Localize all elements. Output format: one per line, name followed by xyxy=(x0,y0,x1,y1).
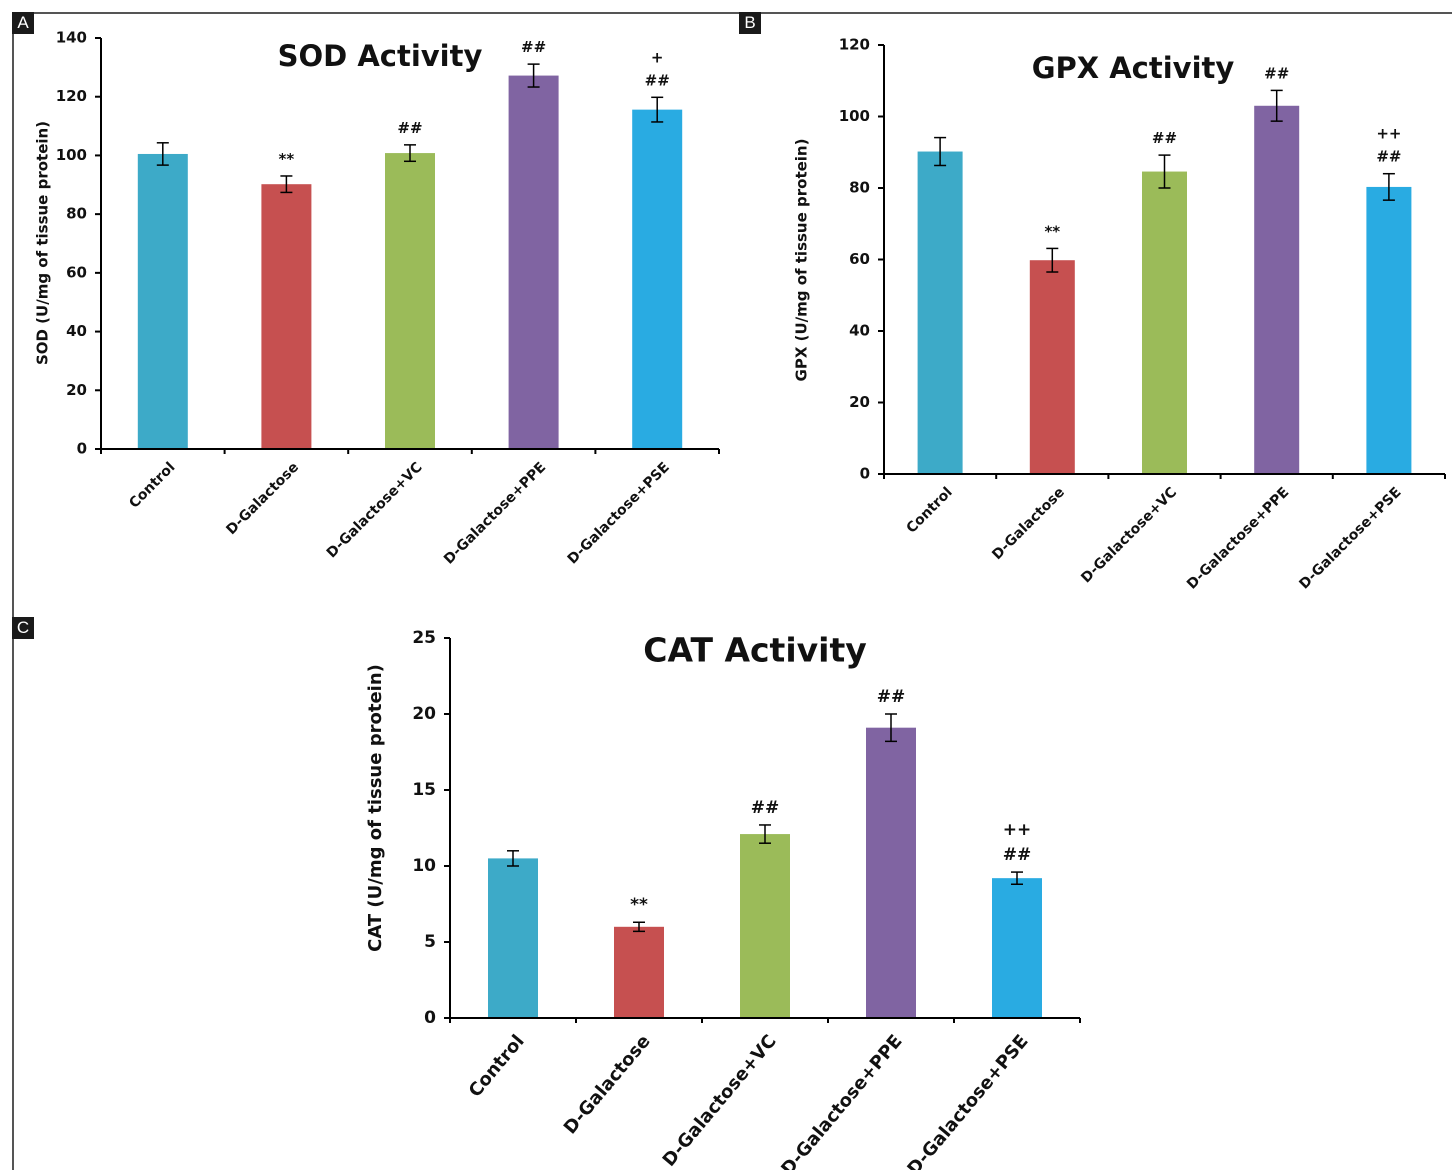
top-border xyxy=(12,12,1452,14)
cat-bar-d-galactose-ppe xyxy=(866,727,916,1018)
sod-significance-d-galactose-ppe-0: ## xyxy=(521,38,546,56)
left-border xyxy=(12,12,14,1170)
cat-significance-d-galactose-pse-0: ++ xyxy=(1003,820,1032,840)
sod-chart-title: SOD Activity xyxy=(278,39,483,73)
gpx-significance-d-galactose-ppe-0: ## xyxy=(1264,64,1289,82)
gpx-chart-title: GPX Activity xyxy=(1032,51,1235,85)
sod-significance-d-galactose-0: ** xyxy=(279,150,295,168)
gpx-y-tick-label: 40 xyxy=(849,322,870,340)
sod-bar-d-galactose-pse xyxy=(632,109,683,449)
gpx-bar-d-galactose xyxy=(1029,260,1075,474)
sod-category-label-d-galactose-vc: D-Galactose+VC xyxy=(324,459,426,561)
sod-category-label-control: Control xyxy=(126,459,178,511)
gpx-bar-d-galactose-vc xyxy=(1142,171,1187,474)
sod-y-tick-label: 140 xyxy=(56,29,87,47)
cat-y-tick-label: 0 xyxy=(424,1008,436,1028)
sod-bar-control xyxy=(137,153,188,450)
gpx-significance-d-galactose-pse-0: ++ xyxy=(1376,125,1401,143)
sod-category-label-d-galactose: D-Galactose xyxy=(223,459,302,538)
cat-significance-d-galactose-ppe-0: ## xyxy=(877,687,906,707)
gpx-significance-d-galactose-vc-0: ## xyxy=(1152,129,1177,147)
gpx-y-tick-label: 100 xyxy=(839,107,870,125)
sod-y-tick-label: 80 xyxy=(66,205,87,223)
sod-significance-d-galactose-vc-0: ## xyxy=(397,119,422,137)
sod-y-tick-label: 100 xyxy=(56,146,87,164)
cat-y-tick-label: 10 xyxy=(412,856,436,876)
gpx-y-tick-label: 80 xyxy=(849,179,870,197)
gpx-bar-d-galactose-pse xyxy=(1366,186,1412,475)
cat-y-tick-label: 5 xyxy=(424,932,436,952)
cat-category-label-d-galactose-pse: D-Galactose+PSE xyxy=(903,1031,1032,1170)
sod-y-tick-label: 20 xyxy=(66,381,87,399)
cat-bar-d-galactose xyxy=(614,926,664,1018)
gpx-y-tick-label: 0 xyxy=(860,465,870,483)
sod-category-label-d-galactose-pse: D-Galactose+PSE xyxy=(565,459,673,567)
gpx-y-tick-label: 120 xyxy=(839,36,870,54)
cat-chart-title: CAT Activity xyxy=(643,631,867,670)
gpx-y-tick-label: 60 xyxy=(849,250,870,268)
cat-bar-d-galactose-pse xyxy=(992,878,1042,1018)
cat-significance-d-galactose-0: ** xyxy=(630,895,648,915)
cat-y-tick-label: 15 xyxy=(412,780,436,800)
gpx-y-axis-label: GPX (U/mg of tissue protein) xyxy=(793,139,811,382)
cat-significance-d-galactose-pse-1: ## xyxy=(1003,845,1032,865)
cat-category-label-control: Control xyxy=(465,1031,529,1102)
cat-significance-d-galactose-vc-0: ## xyxy=(751,798,780,818)
sod-y-tick-label: 60 xyxy=(66,263,87,281)
cat-bar-d-galactose-vc xyxy=(740,834,790,1018)
cat-category-label-d-galactose-vc: D-Galactose+VC xyxy=(659,1031,781,1170)
sod-category-label-d-galactose-ppe: D-Galactose+PPE xyxy=(441,459,549,567)
cat-bar-control xyxy=(488,858,538,1018)
cat-category-label-d-galactose-ppe: D-Galactose+PPE xyxy=(777,1031,906,1170)
cat-y-tick-label: 25 xyxy=(412,628,436,648)
panel-tag-c: C xyxy=(12,617,34,639)
gpx-category-label-control: Control xyxy=(904,484,956,536)
gpx-category-label-d-galactose-ppe: D-Galactose+PPE xyxy=(1184,484,1292,592)
gpx-category-label-d-galactose-vc: D-Galactose+VC xyxy=(1078,484,1180,586)
gpx-category-label-d-galactose-pse: D-Galactose+PSE xyxy=(1296,484,1404,592)
sod-y-tick-label: 0 xyxy=(77,440,87,458)
gpx-y-tick-label: 20 xyxy=(849,393,870,411)
gpx-significance-d-galactose-pse-1: ## xyxy=(1376,148,1401,166)
sod-y-tick-label: 120 xyxy=(56,87,87,105)
sod-y-axis-label: SOD (U/mg of tissue protein) xyxy=(34,121,52,365)
cat-y-axis-label: CAT (U/mg of tissue protein) xyxy=(365,664,386,952)
gpx-bar-d-galactose-ppe xyxy=(1254,105,1300,475)
gpx-bar-control xyxy=(917,151,963,474)
sod-y-tick-label: 40 xyxy=(66,322,87,340)
sod-significance-d-galactose-pse-1: ## xyxy=(645,71,670,89)
cat-y-tick-label: 20 xyxy=(412,704,436,724)
sod-bar-d-galactose xyxy=(261,184,312,449)
gpx-category-label-d-galactose: D-Galactose xyxy=(989,484,1068,563)
sod-significance-d-galactose-pse-0: + xyxy=(651,48,664,66)
sod-bar-d-galactose-vc xyxy=(385,153,435,449)
sod-bar-d-galactose-ppe xyxy=(508,75,559,449)
panel-tag-b: B xyxy=(739,12,761,34)
gpx-significance-d-galactose-0: ** xyxy=(1044,222,1060,240)
cat-category-label-d-galactose: D-Galactose xyxy=(560,1031,655,1138)
panel-tag-a: A xyxy=(12,12,34,34)
